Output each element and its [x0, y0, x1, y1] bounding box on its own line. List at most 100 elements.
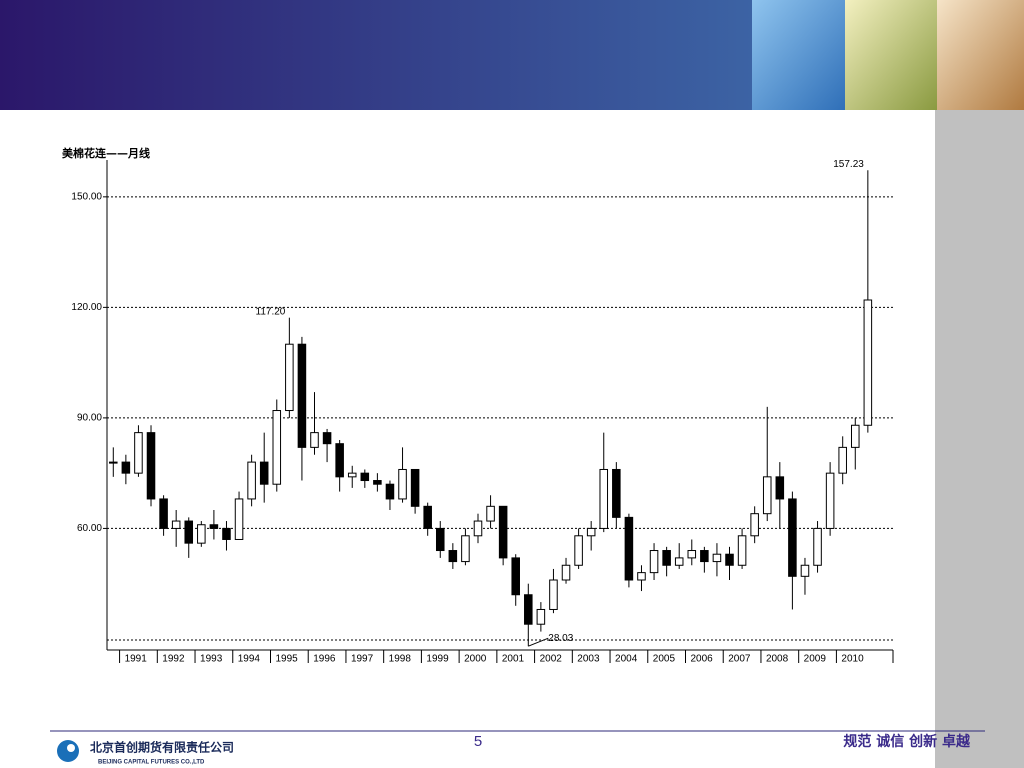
- x-tick-label: 2002: [540, 654, 563, 665]
- candle-body: [448, 550, 458, 563]
- x-tick-label: 2003: [577, 654, 600, 665]
- candle-body: [788, 498, 797, 577]
- x-tick-label: 2005: [653, 654, 676, 665]
- header-image: [752, 0, 845, 110]
- candle-body: [473, 520, 483, 537]
- candle-body: [486, 505, 495, 522]
- candle-body: [712, 553, 722, 563]
- x-tick-label: 1995: [275, 654, 298, 665]
- candle-body: [234, 498, 244, 540]
- candle-body: [461, 535, 470, 563]
- candle-body: [549, 579, 558, 610]
- x-tick-label: 2010: [841, 654, 864, 665]
- header-image: [845, 0, 937, 110]
- candle-body: [662, 550, 671, 566]
- candle-body: [838, 446, 847, 474]
- candle-body: [272, 410, 282, 485]
- candle-body: [360, 472, 370, 482]
- candle-body: [674, 557, 684, 566]
- candle-body: [247, 461, 256, 500]
- x-tick-label: 1994: [238, 654, 261, 665]
- candle-body: [121, 461, 131, 474]
- candle-body: [109, 461, 118, 464]
- candle-body: [159, 498, 168, 529]
- candle-body: [612, 468, 621, 518]
- x-tick-label: 2006: [690, 654, 713, 665]
- candle-body: [171, 520, 181, 529]
- candle-body: [410, 468, 420, 507]
- candle-body: [649, 550, 659, 574]
- annotation: 28.03: [548, 633, 573, 644]
- x-tick-label: 1997: [351, 654, 374, 665]
- candle-body: [398, 468, 407, 500]
- candle-body: [762, 476, 772, 515]
- x-tick-label: 2008: [766, 654, 789, 665]
- candle-body: [322, 432, 332, 445]
- company-name-en: BEIJING CAPITAL FUTURES CO.,LTD: [98, 760, 205, 766]
- x-tick-label: 2000: [464, 654, 487, 665]
- candle-body: [373, 480, 382, 485]
- x-tick-label: 1993: [200, 654, 223, 665]
- candle-body: [310, 432, 319, 448]
- page-number: 5: [474, 733, 482, 750]
- y-tick-label: 60.00: [77, 523, 102, 534]
- candle-body: [586, 527, 596, 537]
- x-tick-label: 2001: [502, 654, 525, 665]
- candle-body: [197, 524, 206, 544]
- y-tick-label: 90.00: [77, 413, 102, 424]
- logo-mark: [57, 740, 79, 762]
- candle-body: [222, 527, 231, 540]
- candle-body: [498, 505, 508, 559]
- candle-body: [687, 550, 697, 559]
- candle-body: [347, 472, 357, 478]
- x-tick-label: 1996: [313, 654, 336, 665]
- annotation: 117.20: [256, 306, 286, 317]
- x-tick-label: 1999: [426, 654, 449, 665]
- candle-body: [775, 476, 785, 500]
- y-tick-label: 150.00: [71, 191, 102, 202]
- candle-body: [863, 299, 873, 426]
- x-tick-label: 2004: [615, 654, 638, 665]
- chart-title: 美棉花连——月线: [62, 146, 150, 160]
- candle-body: [146, 432, 156, 500]
- candle-body: [259, 461, 269, 485]
- candle-body: [700, 550, 709, 563]
- candle-body: [184, 520, 194, 544]
- candle-body: [536, 608, 546, 625]
- candle-body: [423, 505, 432, 529]
- x-tick-label: 1991: [125, 654, 148, 665]
- x-tick-label: 1998: [389, 654, 412, 665]
- x-tick-label: 2007: [728, 654, 751, 665]
- annotation-leader: [528, 637, 549, 647]
- x-tick-label: 2009: [804, 654, 827, 665]
- candle-body: [637, 572, 646, 581]
- candle-body: [435, 527, 445, 552]
- company-name: 北京首创期货有限责任公司: [90, 740, 234, 755]
- candle-body: [624, 516, 634, 581]
- header-image: [937, 0, 1024, 110]
- candle-body: [385, 483, 395, 500]
- header-band: [0, 0, 752, 110]
- candle-body: [825, 472, 835, 529]
- candle-body: [561, 564, 571, 581]
- slogan: 规范 诚信 创新 卓越: [843, 733, 971, 750]
- side-bar: [935, 110, 1024, 768]
- candle-body: [800, 564, 810, 577]
- candle-body: [134, 432, 143, 474]
- candle-body: [725, 553, 734, 566]
- candle-body: [813, 527, 822, 566]
- candle-body: [297, 343, 307, 448]
- x-tick-label: 1992: [162, 654, 185, 665]
- y-tick-label: 120.00: [71, 302, 102, 313]
- candle-body: [335, 443, 344, 478]
- candle-body: [737, 535, 747, 566]
- logo-mark: [67, 744, 75, 752]
- candle-body: [750, 513, 759, 537]
- candle-body: [285, 343, 294, 412]
- candle-body: [524, 594, 533, 625]
- candle-body: [574, 535, 583, 566]
- candle-body: [599, 468, 609, 529]
- candle-body: [850, 424, 860, 448]
